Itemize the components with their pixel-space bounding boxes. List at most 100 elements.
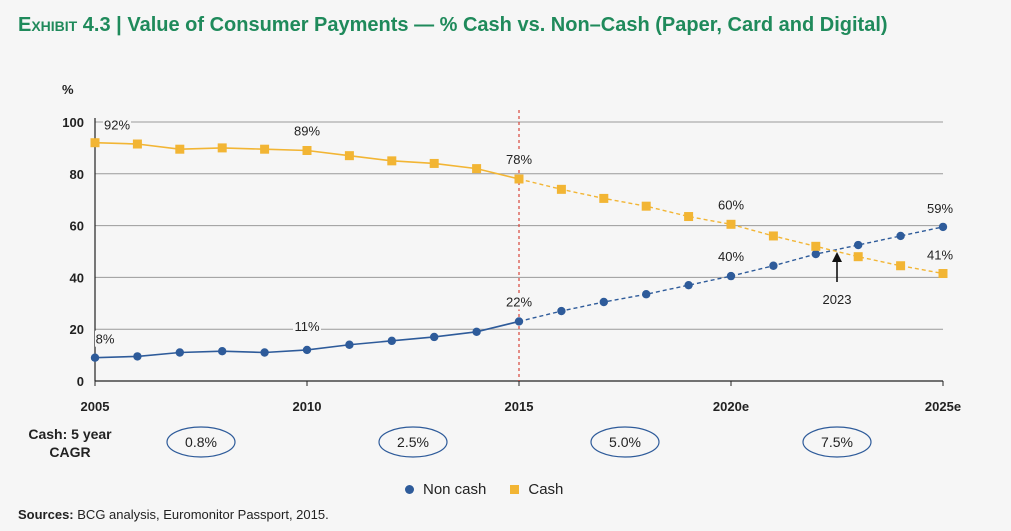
data-label-bg [505,150,533,167]
data-label: 11% [294,319,319,334]
data-point [854,240,863,250]
data-point [260,144,270,154]
chart-title: Value of Consumer Payments — % Cash vs. … [127,14,888,36]
legend-label-non-cash: Non cash [423,481,487,498]
data-label: 92% [104,118,130,133]
data-point [175,144,185,154]
data-point [599,193,609,203]
data-point [345,340,354,349]
data-point [938,269,948,279]
data-point [302,145,312,155]
data-point [387,336,396,346]
data-label-bg [505,293,533,310]
data-point [133,352,142,361]
data-point [896,261,906,271]
data-point [684,212,694,222]
square-marker-icon [510,485,520,494]
exhibit-title: Exhibit 4.3 | Value of Consumer Payments… [18,14,888,37]
circle-marker-icon [405,485,414,494]
data-point [641,201,651,211]
data-point [896,231,905,241]
data-point [726,271,736,281]
data-label-bg [926,199,954,216]
x-tick-label: 2005 [81,399,110,414]
data-point [344,151,354,161]
x-tick-label: 2020e [713,399,749,414]
data-point [557,306,566,316]
data-label: 60% [718,197,744,212]
y-tick-label: 0 [77,374,84,389]
exhibit-number: Exhibit 4.3 [18,14,111,36]
data-label-bg [293,317,321,334]
data-point [430,332,439,342]
cagr-oval [590,426,660,458]
cagr-value: 5.0% [609,434,641,450]
arrow-head-icon [832,252,842,262]
data-point [599,297,608,307]
data-point [556,184,566,194]
line-chart: % 0 20 40 60 80 100 2005 2010 2015 2020e 2025e 8% 11%… [62,82,961,458]
cagr-value: 0.8% [185,434,217,450]
data-point [514,317,524,326]
series-line-forecast [518,178,944,275]
data-point [472,164,482,174]
y-tick-label: 60 [70,219,84,234]
x-tick-label: 2010 [293,399,322,414]
y-tick-label: 40 [70,270,84,285]
data-label: 78% [506,152,532,167]
title-separator: | [116,14,122,36]
cagr-title: Cash: 5 year CAGR [28,426,112,460]
series-line-forecast [518,226,944,323]
data-point [217,143,227,153]
data-point [853,252,863,262]
data-label-bg [926,246,954,263]
data-point [302,345,312,355]
y-axis-label: % [62,82,74,97]
data-label: 8% [96,332,115,347]
sources-label: Sources: [18,507,74,522]
data-point [429,158,439,168]
data-label: 59% [927,201,953,216]
x-tick-label: 2025e [925,399,961,414]
data-label-bg [95,330,115,347]
data-point [175,348,184,357]
data-point [514,174,524,184]
crossover-label: 2023 [823,292,852,307]
data-point [260,348,269,357]
sources-note: Sources: BCG analysis, Euromonitor Passp… [18,507,329,522]
data-point [768,231,778,241]
data-point [387,156,397,166]
data-point [472,327,481,336]
sources-text: BCG analysis, Euromonitor Passport, 2015… [77,507,329,522]
data-label-bg [293,122,321,139]
data-point [726,219,736,229]
data-point [132,139,142,149]
data-point [684,280,693,290]
data-label-bg [717,196,745,213]
legend-item-cash: Cash [510,481,563,498]
legend: Non cash Cash [405,481,577,498]
y-tick-label: 20 [70,322,84,337]
cagr-value: 7.5% [821,434,853,450]
legend-item-non-cash: Non cash [405,481,486,498]
data-point [218,347,227,356]
y-tick-label: 100 [62,115,84,130]
data-label-bg [717,248,745,265]
cagr-oval [166,426,236,458]
data-point [769,261,778,270]
data-label: 89% [294,123,320,138]
data-point [938,222,948,232]
data-point [642,290,651,299]
data-label: 41% [927,248,953,263]
y-tick-label: 80 [70,167,84,182]
data-label-bg [103,116,131,133]
data-point [811,241,821,251]
cagr-oval [378,426,448,458]
data-label: 40% [718,249,744,264]
cagr-value: 2.5% [397,434,429,450]
data-point [90,353,100,362]
data-point [90,138,100,148]
data-label: 22% [506,294,532,309]
cagr-oval [802,426,872,458]
x-tick-label: 2015 [505,399,534,414]
